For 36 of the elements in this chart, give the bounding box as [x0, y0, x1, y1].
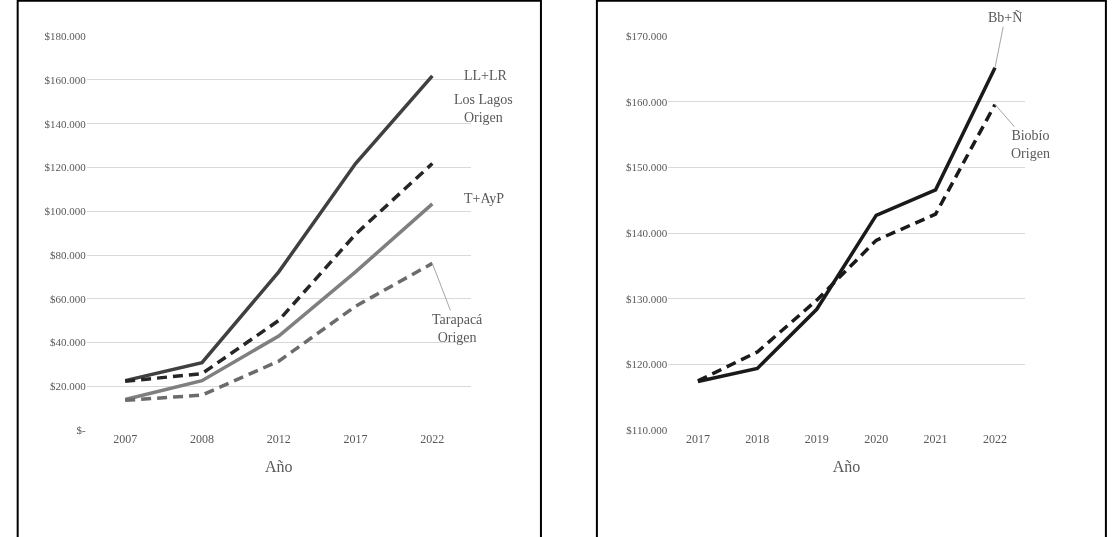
- x-tick-label: 2021: [923, 432, 948, 447]
- x-tick-label: 2008: [189, 432, 214, 447]
- y-tick-label: $140.000: [44, 117, 87, 130]
- x-tick-label: 2017: [343, 432, 368, 447]
- x-tick-label: 2022: [983, 432, 1008, 447]
- y-tick-label: $120.000: [44, 161, 87, 174]
- x-tick-label: 2018: [745, 432, 770, 447]
- y-tick-label: $110.000: [626, 423, 668, 436]
- y-tick-label: $100.000: [44, 205, 87, 218]
- x-axis-title: Año: [832, 457, 861, 475]
- y-tick-label: $170.000: [625, 30, 668, 43]
- text: T+AyP: [464, 191, 505, 206]
- x-tick-label: 2007: [113, 432, 138, 447]
- y-tick-label: $140.000: [625, 227, 668, 239]
- y-tick-label: $80.000: [50, 248, 87, 261]
- series-label: Biobío Origen: [1011, 128, 1050, 162]
- text: LL+LR: [464, 68, 508, 83]
- y-tick-label: $150.000: [625, 161, 668, 174]
- y-tick-label: $40.000: [50, 336, 87, 349]
- x-tick-label: 2020: [864, 432, 889, 447]
- y-tick-label: $-: [76, 423, 87, 436]
- x-tick-label: 2022: [420, 432, 445, 447]
- x-tick-label: 2019: [804, 432, 829, 447]
- text: Los Lagos Origen: [454, 92, 513, 126]
- x-tick-label: 2017: [685, 432, 710, 447]
- y-tick-label: $60.000: [50, 292, 87, 305]
- y-tick-label: $120.000: [625, 358, 668, 371]
- y-tick-label: $130.000: [625, 292, 668, 305]
- text: Tarapacá Origen: [432, 312, 484, 346]
- x-axis-title: Año: [264, 457, 293, 475]
- y-tick-label: $160.000: [625, 95, 668, 108]
- y-tick-label: $20.000: [50, 380, 87, 393]
- y-tick-label: $180.000: [44, 30, 87, 43]
- text: Bb+Ñ: [988, 10, 1023, 25]
- y-tick-label: $160.000: [44, 73, 87, 86]
- x-tick-label: 2012: [266, 432, 291, 447]
